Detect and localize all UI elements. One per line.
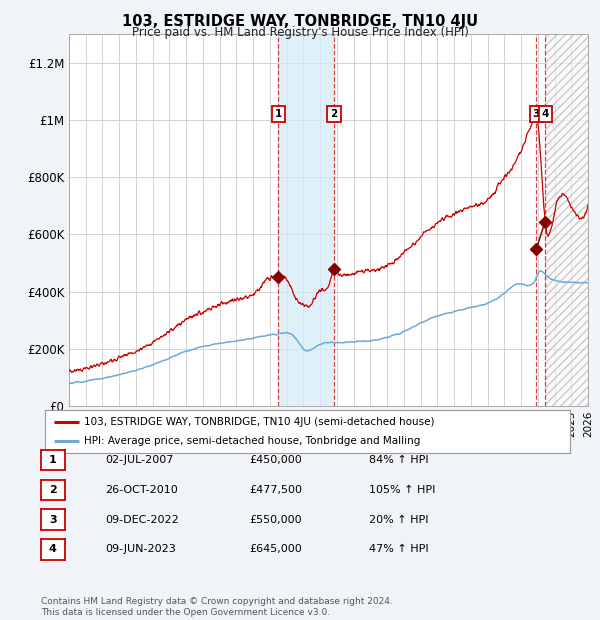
Text: £550,000: £550,000 — [249, 515, 302, 525]
Text: 2: 2 — [49, 485, 56, 495]
Text: 09-DEC-2022: 09-DEC-2022 — [105, 515, 179, 525]
Text: 20% ↑ HPI: 20% ↑ HPI — [369, 515, 428, 525]
Text: 84% ↑ HPI: 84% ↑ HPI — [369, 455, 428, 465]
Text: 3: 3 — [533, 109, 540, 119]
Text: 02-JUL-2007: 02-JUL-2007 — [105, 455, 173, 465]
Text: 1: 1 — [49, 455, 56, 465]
Text: 103, ESTRIDGE WAY, TONBRIDGE, TN10 4JU: 103, ESTRIDGE WAY, TONBRIDGE, TN10 4JU — [122, 14, 478, 29]
Text: 3: 3 — [49, 515, 56, 525]
Text: 2: 2 — [331, 109, 338, 119]
Text: £450,000: £450,000 — [249, 455, 302, 465]
Bar — [278, 34, 334, 406]
Text: 105% ↑ HPI: 105% ↑ HPI — [369, 485, 436, 495]
Text: 1: 1 — [275, 109, 282, 119]
Bar — [545, 34, 588, 406]
Text: £645,000: £645,000 — [249, 544, 302, 554]
Text: Contains HM Land Registry data © Crown copyright and database right 2024.
This d: Contains HM Land Registry data © Crown c… — [41, 598, 392, 617]
Text: 26-OCT-2010: 26-OCT-2010 — [105, 485, 178, 495]
Text: £477,500: £477,500 — [249, 485, 302, 495]
Text: 103, ESTRIDGE WAY, TONBRIDGE, TN10 4JU (semi-detached house): 103, ESTRIDGE WAY, TONBRIDGE, TN10 4JU (… — [85, 417, 435, 427]
Text: 4: 4 — [541, 109, 549, 119]
Text: Price paid vs. HM Land Registry's House Price Index (HPI): Price paid vs. HM Land Registry's House … — [131, 26, 469, 39]
Text: 09-JUN-2023: 09-JUN-2023 — [105, 544, 176, 554]
Text: HPI: Average price, semi-detached house, Tonbridge and Malling: HPI: Average price, semi-detached house,… — [85, 436, 421, 446]
Text: 47% ↑ HPI: 47% ↑ HPI — [369, 544, 428, 554]
Text: 4: 4 — [49, 544, 57, 554]
